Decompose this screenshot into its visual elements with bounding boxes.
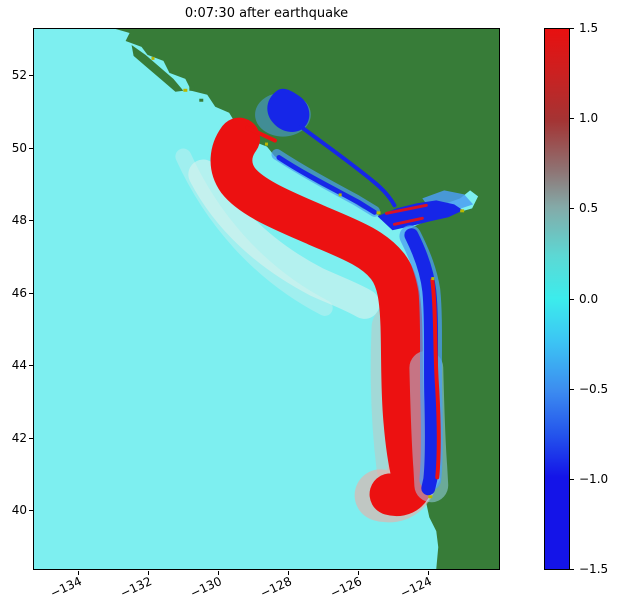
colorbar-tick-label: −0.5 (579, 382, 609, 396)
shore-speck (376, 211, 381, 215)
wake-arc-outer (175, 148, 333, 316)
shore-speck (338, 193, 342, 197)
x-tick-mark (78, 571, 79, 575)
colorbar-tick-label: 1.0 (579, 111, 599, 125)
x-tick-label: −124 (398, 574, 434, 601)
colorbar-tick-mark (570, 208, 574, 209)
y-tick-label: 52 (11, 68, 27, 82)
strait-uplift-streak (384, 203, 428, 226)
map-plot (33, 28, 500, 570)
colorbar-tick-label: 0.0 (579, 292, 599, 306)
x-tick-mark (288, 571, 289, 575)
y-tick-label: 42 (11, 431, 27, 445)
y-tick-mark (29, 293, 33, 294)
shore-speck (431, 277, 435, 281)
y-tick-label: 44 (11, 358, 27, 372)
y-tick-label: 40 (11, 503, 27, 517)
colorbar-tick-label: 0.5 (579, 201, 599, 215)
x-tick-mark (148, 571, 149, 575)
x-tick-label: −130 (188, 574, 224, 601)
x-tick-mark (358, 571, 359, 575)
shore-speck (460, 209, 465, 213)
uplift-tip-streak (245, 125, 277, 143)
colorbar-tick-mark (570, 299, 574, 300)
shoreline-uplift-sliver (430, 278, 441, 480)
shore-speck (151, 56, 155, 60)
uplift-crest-band (210, 117, 434, 517)
colorbar-tick-mark (570, 479, 574, 480)
inner-coast-subsidence-channel (298, 124, 397, 208)
y-tick-label: 50 (11, 141, 27, 155)
colorbar-tick-mark (570, 389, 574, 390)
y-tick-label: 48 (11, 213, 27, 227)
colorbar-gradient (545, 29, 569, 569)
shore-speck (428, 495, 433, 499)
chart-title: 0:07:30 after earthquake (184, 6, 349, 21)
colorbar-tick-label: −1.5 (579, 562, 609, 576)
y-tick-mark (29, 365, 33, 366)
y-tick-label: 46 (11, 286, 27, 300)
x-tick-mark (428, 571, 429, 575)
y-tick-mark (29, 148, 33, 149)
island-coast-subsidence-streak (276, 155, 378, 215)
colorbar-tick-mark (570, 569, 574, 570)
x-tick-label: −126 (328, 574, 364, 601)
x-tick-mark (218, 571, 219, 575)
x-tick-label: −128 (258, 574, 294, 601)
x-tick-label: −134 (48, 574, 84, 601)
shore-speck (183, 88, 188, 92)
georgia-subsidence-blob (267, 88, 310, 132)
y-tick-mark (29, 438, 33, 439)
x-tick-label: −132 (118, 574, 154, 601)
colorbar-tick-mark (570, 118, 574, 119)
y-tick-mark (29, 75, 33, 76)
colorbar-tick-label: −1.0 (579, 472, 609, 486)
colorbar-tick-mark (570, 28, 574, 29)
island-speck (189, 86, 195, 91)
coastal-subsidence-band (404, 228, 439, 496)
offshore-island-strip (131, 44, 184, 92)
y-tick-mark (29, 220, 33, 221)
island-speck (199, 98, 204, 102)
mainland-landmass (115, 29, 499, 569)
colorbar (544, 28, 570, 570)
wave-field-map (34, 29, 499, 569)
y-tick-mark (29, 510, 33, 511)
colorbar-tick-label: 1.5 (579, 21, 599, 35)
shore-speck (265, 142, 268, 146)
wake-arc-inner (188, 159, 380, 319)
